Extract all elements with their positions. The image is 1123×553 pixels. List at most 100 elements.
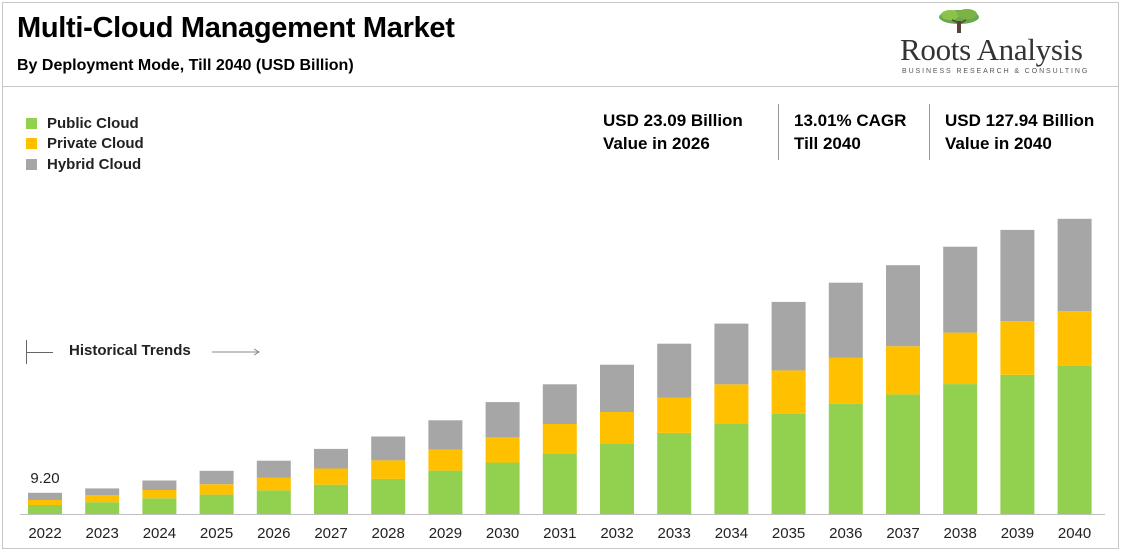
bar-private-cloud-2037 (886, 346, 920, 395)
legend-item-hybrid-cloud: Hybrid Cloud (26, 154, 144, 175)
bar-public-cloud-2040 (1057, 365, 1092, 514)
x-tick-label: 2022 (28, 525, 61, 542)
bar-public-cloud-2034 (714, 424, 749, 514)
bar-private-cloud-2031 (542, 424, 577, 454)
bar-private-cloud-2025 (199, 484, 234, 495)
bar-hybrid-cloud-2035 (771, 301, 806, 371)
header-divider (2, 86, 1119, 87)
x-tick-label: 2030 (486, 525, 519, 542)
logo-wordmark: Roots Analysis (900, 32, 1083, 67)
x-tick-label: 2033 (658, 525, 691, 542)
x-tick-label: 2027 (314, 525, 347, 542)
bar-private-cloud-2028 (371, 460, 406, 479)
stat-value-2026: USD 23.09 Billion Value in 2026 (603, 109, 743, 155)
bar-hybrid-cloud-2037 (886, 265, 920, 347)
bar-hybrid-cloud-2032 (600, 364, 634, 412)
bar-hybrid-cloud-2028 (371, 436, 406, 461)
stat-cagr-line2: Till 2040 (794, 134, 861, 153)
bar-private-cloud-2033 (657, 397, 692, 433)
stat-separator (778, 104, 779, 160)
bar-hybrid-cloud-2025 (199, 470, 234, 485)
bar-private-cloud-2029 (428, 449, 463, 471)
legend-label: Private Cloud (47, 135, 144, 153)
bar-public-cloud-2033 (657, 433, 692, 514)
stat-cagr-line1: 13.01% CAGR (794, 111, 907, 130)
bar-hybrid-cloud-2036 (828, 282, 863, 358)
x-tick-label: 2036 (829, 525, 862, 542)
bar-private-cloud-2035 (771, 370, 806, 414)
page-subtitle: By Deployment Mode, Till 2040 (USD Billi… (17, 57, 354, 74)
legend-label: Hybrid Cloud (47, 155, 142, 173)
bar-hybrid-cloud-2026 (256, 460, 291, 478)
historical-trends-annotation: Historical Trends (26, 340, 260, 364)
bar-private-cloud-2032 (600, 412, 634, 444)
x-tick-label: 2028 (372, 525, 405, 542)
bar-private-cloud-2040 (1057, 311, 1092, 366)
x-tick-label: 2026 (257, 525, 290, 542)
bar-private-cloud-2034 (714, 384, 749, 424)
bar-private-cloud-2022 (28, 499, 62, 505)
stat-value-2026-line2: Value in 2026 (603, 134, 710, 153)
bar-hybrid-cloud-2033 (657, 343, 692, 398)
data-label: 9.20 (30, 470, 59, 487)
bar-private-cloud-2027 (314, 468, 348, 485)
arrow-right-icon (212, 348, 260, 356)
page-title: Multi-Cloud Management Market (17, 12, 455, 44)
legend-item-public-cloud: Public Cloud (26, 113, 144, 134)
historical-trends-label: Historical Trends (69, 342, 191, 359)
bar-public-cloud-2038 (943, 384, 978, 514)
stat-value-2026-line1: USD 23.09 Billion (603, 111, 743, 130)
legend-swatch-hybrid-cloud (26, 158, 37, 170)
bar-hybrid-cloud-2024 (142, 480, 177, 490)
bar-public-cloud-2031 (542, 453, 577, 514)
legend-swatch-public-cloud (26, 117, 37, 129)
x-tick-label: 2040 (1058, 525, 1091, 542)
stat-separator (929, 104, 930, 160)
bar-hybrid-cloud-2029 (428, 420, 463, 450)
bar-private-cloud-2026 (256, 477, 291, 491)
roots-analysis-logo: Roots Analysis BUSINESS RESEARCH & CONSU… (896, 8, 1106, 78)
bar-public-cloud-2030 (485, 462, 520, 514)
x-tick-label: 2029 (429, 525, 462, 542)
stat-value-2040-line1: USD 127.94 Billion (945, 111, 1095, 130)
bar-hybrid-cloud-2038 (943, 246, 978, 333)
x-tick-label: 2023 (86, 525, 119, 542)
x-tick-label: 2039 (1001, 525, 1034, 542)
historical-trends-marker (26, 340, 27, 364)
bar-private-cloud-2036 (828, 358, 863, 404)
bar-public-cloud-2024 (142, 498, 177, 514)
bar-public-cloud-2037 (886, 394, 920, 514)
bar-public-cloud-2026 (256, 490, 291, 514)
bar-hybrid-cloud-2039 (1000, 229, 1035, 322)
chart-legend: Public Cloud Private Cloud Hybrid Cloud (26, 113, 144, 175)
logo-tagline: BUSINESS RESEARCH & CONSULTING (902, 68, 1090, 75)
bar-hybrid-cloud-2030 (485, 402, 520, 438)
bar-public-cloud-2025 (199, 494, 234, 514)
x-tick-label: 2031 (543, 525, 576, 542)
bar-private-cloud-2024 (142, 490, 177, 499)
bar-public-cloud-2027 (314, 484, 348, 514)
x-tick-label: 2024 (143, 525, 176, 542)
historical-trends-line (27, 352, 53, 353)
x-tick-label: 2034 (715, 525, 748, 542)
x-tick-label: 2038 (944, 525, 977, 542)
bar-public-cloud-2032 (600, 443, 634, 514)
bar-hybrid-cloud-2031 (542, 384, 577, 424)
legend-item-private-cloud: Private Cloud (26, 134, 144, 155)
tree-icon (939, 9, 979, 33)
bar-hybrid-cloud-2023 (85, 488, 120, 496)
bar-private-cloud-2023 (85, 495, 120, 503)
bar-private-cloud-2038 (943, 332, 978, 385)
x-tick-label: 2032 (600, 525, 633, 542)
bar-public-cloud-2023 (85, 502, 120, 514)
x-tick-label: 2035 (772, 525, 805, 542)
bar-private-cloud-2030 (485, 437, 520, 463)
legend-label: Public Cloud (47, 114, 139, 132)
bar-private-cloud-2039 (1000, 321, 1035, 375)
bar-public-cloud-2029 (428, 470, 463, 514)
x-tick-label: 2025 (200, 525, 233, 542)
stat-value-2040-line2: Value in 2040 (945, 134, 1052, 153)
bar-hybrid-cloud-2034 (714, 323, 749, 385)
